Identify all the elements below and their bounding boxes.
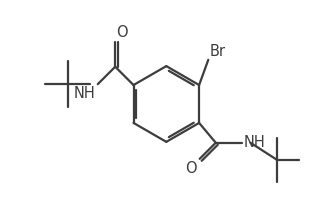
Text: O: O [186, 161, 197, 176]
Text: O: O [116, 25, 128, 40]
Text: NH: NH [74, 86, 95, 101]
Text: NH: NH [244, 135, 265, 150]
Text: Br: Br [210, 44, 226, 58]
